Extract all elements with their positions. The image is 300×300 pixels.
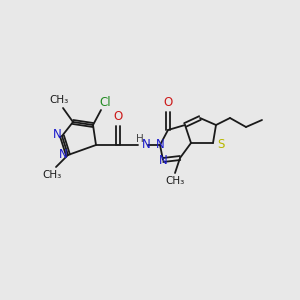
Text: O: O	[164, 97, 172, 110]
Text: S: S	[217, 137, 225, 151]
Text: H: H	[136, 134, 144, 144]
Text: CH₃: CH₃	[42, 170, 62, 180]
Text: N: N	[159, 154, 167, 167]
Text: CH₃: CH₃	[50, 95, 69, 105]
Text: N: N	[58, 148, 68, 161]
Text: CH₃: CH₃	[165, 176, 184, 186]
Text: N: N	[52, 128, 62, 140]
Text: Cl: Cl	[99, 97, 111, 110]
Text: O: O	[113, 110, 123, 124]
Text: N: N	[156, 137, 164, 151]
Text: N: N	[142, 139, 150, 152]
